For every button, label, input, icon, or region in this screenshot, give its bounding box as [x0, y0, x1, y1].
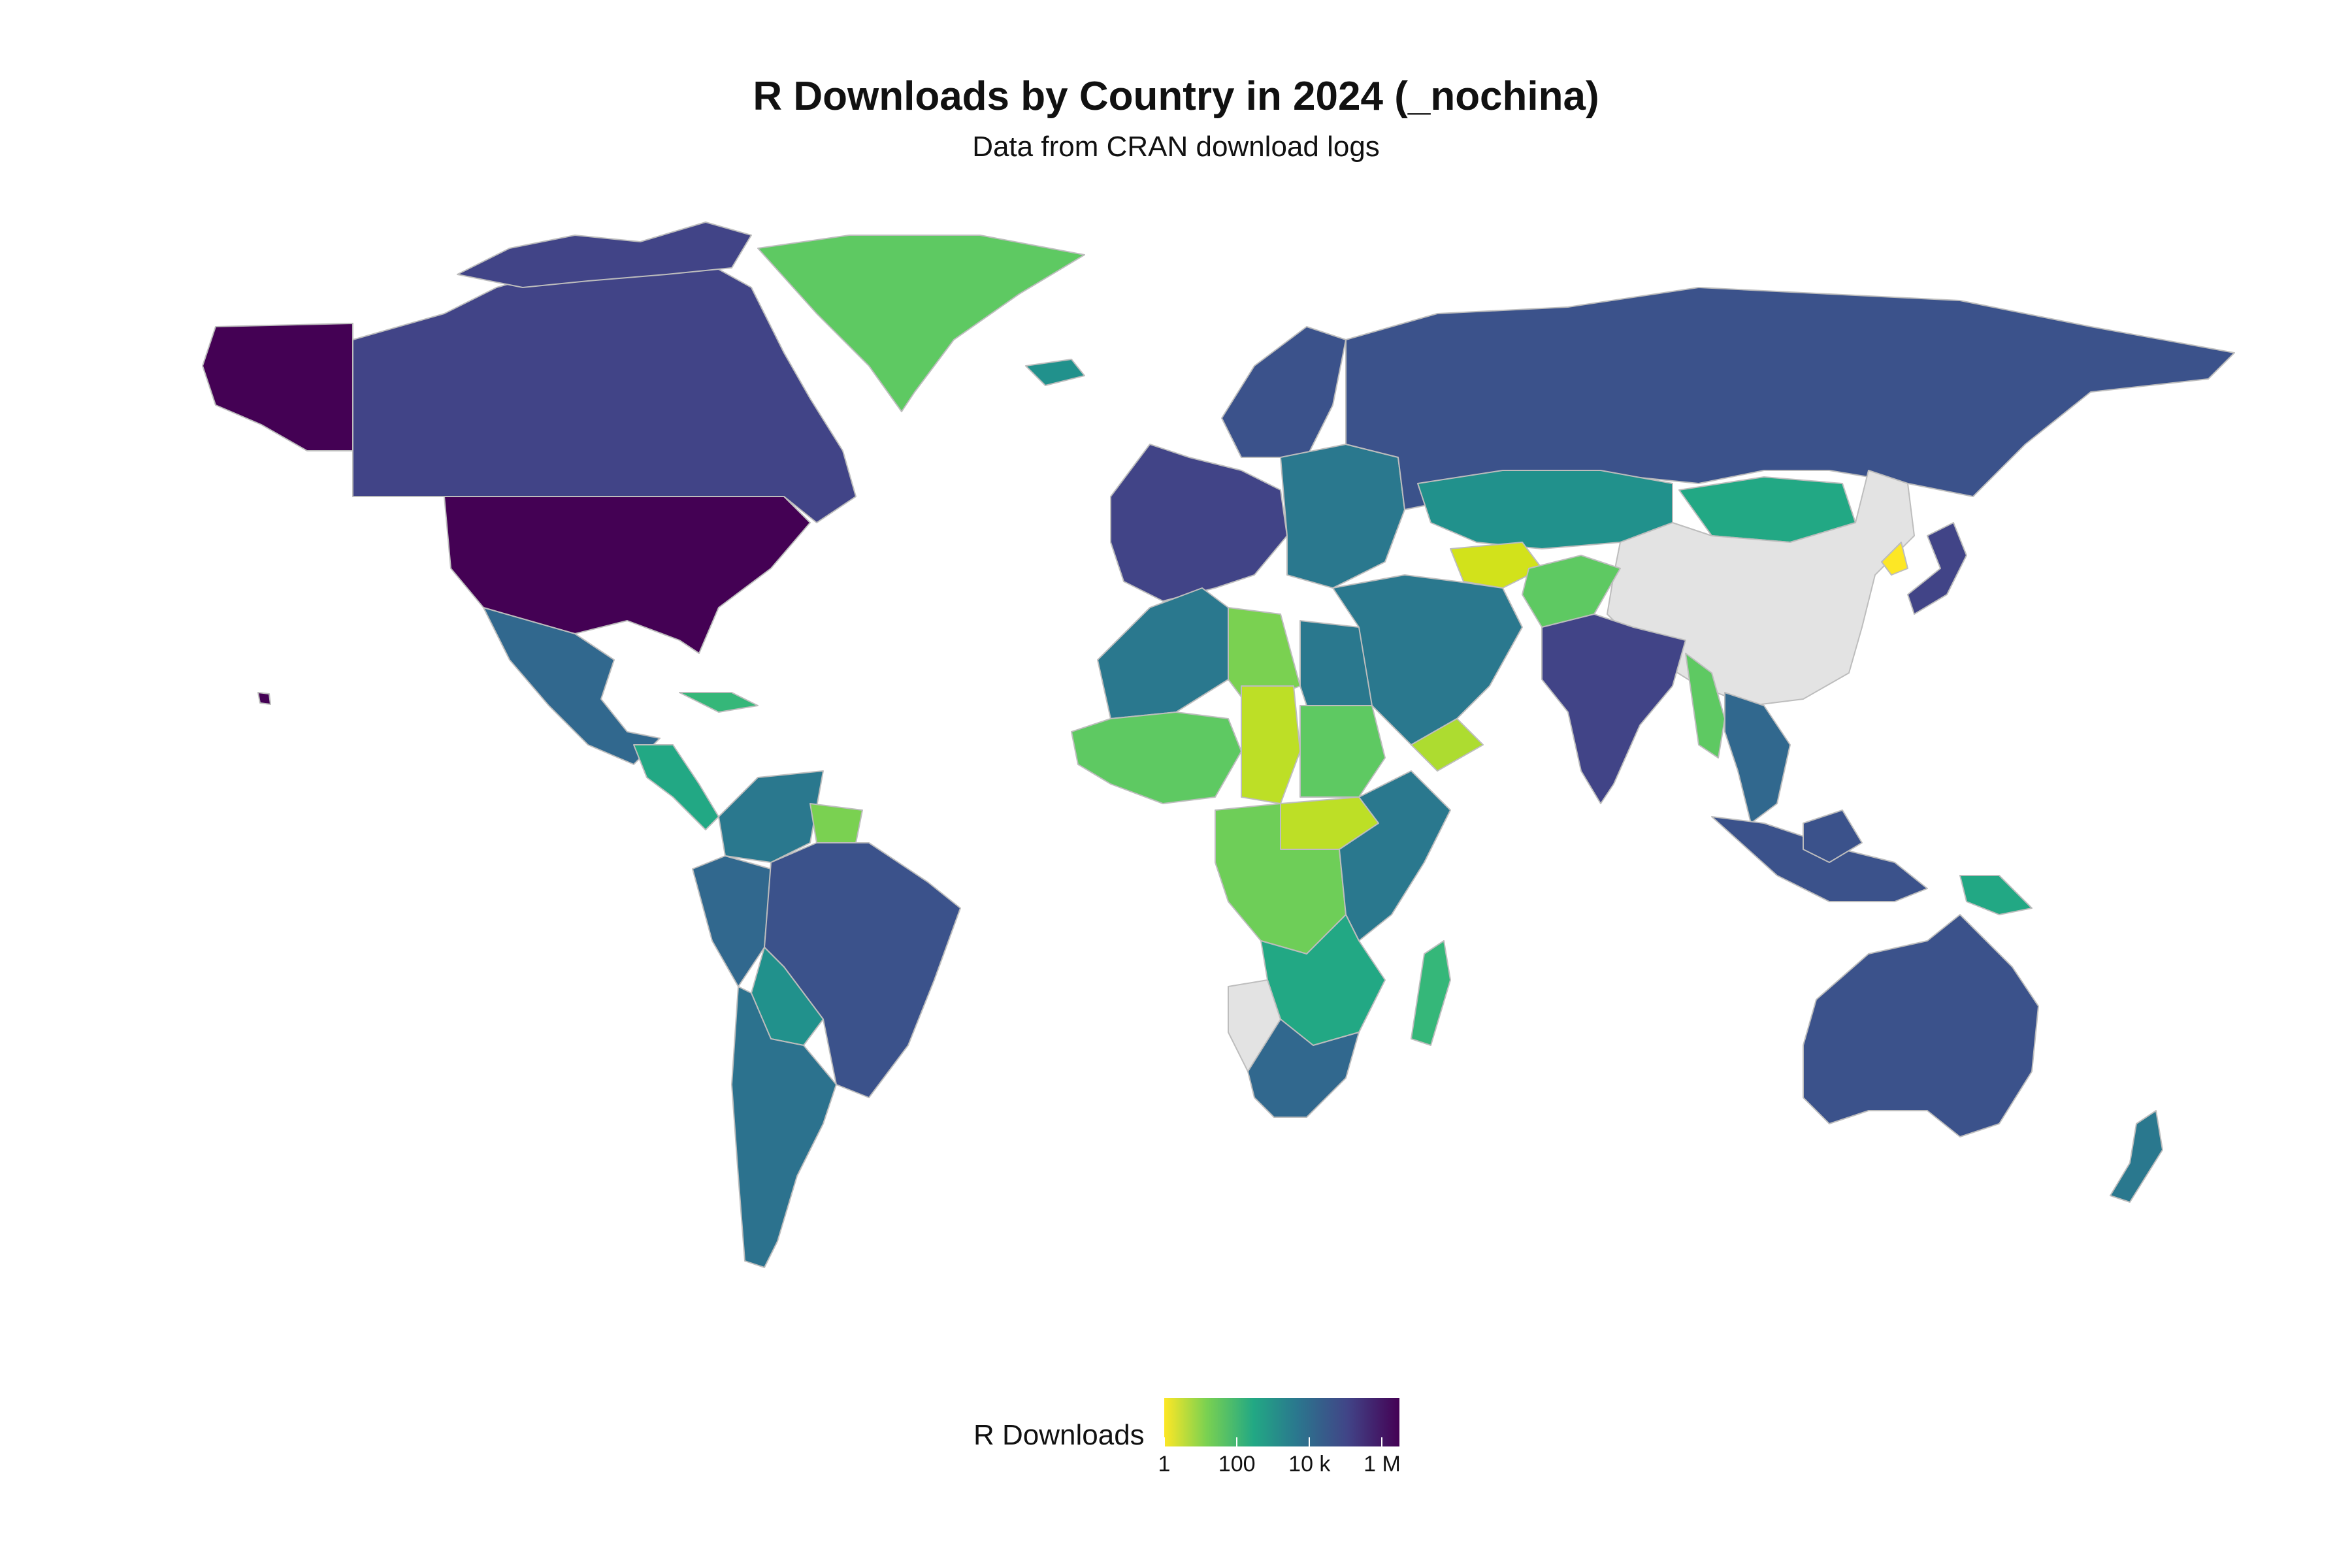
- region-southeast-asia[interactable]: [1724, 692, 1791, 824]
- legend-tickmark: [1309, 1437, 1311, 1446]
- region-yemen[interactable]: [1411, 718, 1484, 772]
- region-south-africa[interactable]: [1247, 1019, 1360, 1118]
- region-mexico[interactable]: [483, 607, 661, 765]
- region-western-europe[interactable]: [1110, 444, 1288, 602]
- region-madagascar[interactable]: [1411, 940, 1451, 1046]
- region-papua[interactable]: [1959, 875, 2033, 915]
- region-caribbean[interactable]: [679, 692, 759, 713]
- region-iceland[interactable]: [1025, 359, 1085, 386]
- region-north-africa[interactable]: [1097, 587, 1229, 719]
- region-australia[interactable]: [1803, 914, 2039, 1137]
- region-west-africa[interactable]: [1071, 711, 1242, 804]
- legend-tick-label: 100: [1218, 1452, 1256, 1477]
- region-scandinavia[interactable]: [1221, 326, 1347, 458]
- region-turkmenistan[interactable]: [1450, 542, 1543, 589]
- legend-tick-label: 1 M: [1364, 1452, 1401, 1477]
- region-canada[interactable]: [352, 254, 857, 523]
- region-indonesia[interactable]: [1711, 816, 1928, 902]
- region-india[interactable]: [1541, 613, 1686, 804]
- region-eastern-europe[interactable]: [1280, 444, 1405, 589]
- region-argentina-chile[interactable]: [731, 986, 837, 1268]
- legend-colorbar: [1164, 1398, 1399, 1446]
- region-myanmar[interactable]: [1685, 653, 1725, 759]
- region-canada-islands[interactable]: [457, 221, 752, 288]
- region-hawaii[interactable]: [257, 692, 271, 705]
- region-east-africa[interactable]: [1339, 770, 1451, 941]
- region-greenland[interactable]: [757, 235, 1085, 412]
- region-north-korea[interactable]: [1881, 542, 1908, 576]
- region-alaska[interactable]: [202, 323, 353, 451]
- region-new-zealand[interactable]: [2110, 1110, 2163, 1203]
- map-subtitle: Data from CRAN download logs: [972, 131, 1380, 163]
- legend-tick-label: 1: [1158, 1452, 1171, 1477]
- legend-tickmark: [1164, 1437, 1165, 1446]
- region-sudan[interactable]: [1299, 705, 1386, 798]
- legend-title: R Downloads: [973, 1419, 1145, 1451]
- legend-tickmark: [1381, 1437, 1383, 1446]
- legend-tick-label: 10 k: [1288, 1452, 1331, 1477]
- region-guianas[interactable]: [809, 803, 863, 843]
- region-borneo[interactable]: [1803, 809, 1863, 863]
- region-japan[interactable]: [1907, 522, 1967, 615]
- region-chad[interactable]: [1241, 685, 1301, 804]
- region-afghanistan[interactable]: [1522, 555, 1621, 628]
- region-central-america[interactable]: [633, 744, 719, 830]
- legend-tickmark: [1236, 1437, 1238, 1446]
- map-title: R Downloads by Country in 2024 (_nochina…: [753, 74, 1599, 119]
